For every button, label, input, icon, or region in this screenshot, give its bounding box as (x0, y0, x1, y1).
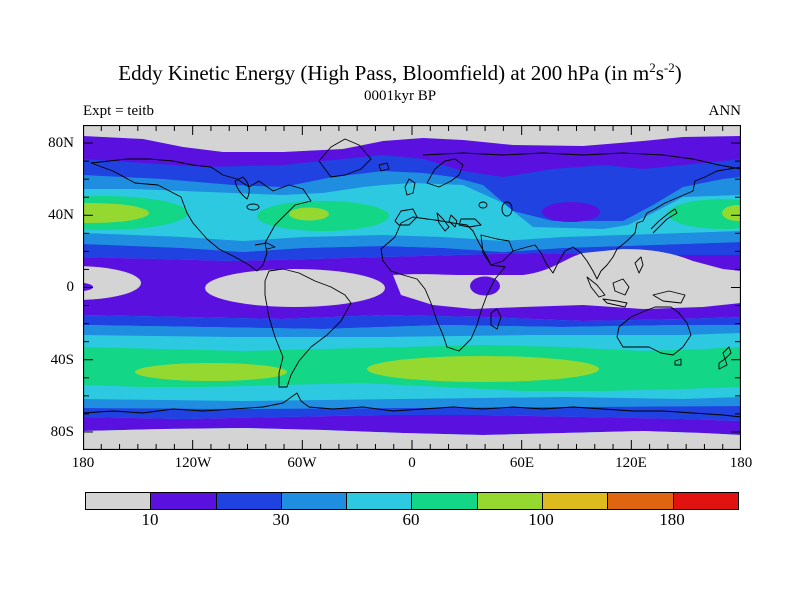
colorbar-cell-0 (86, 493, 151, 509)
lon-label-120e: 120E (615, 455, 647, 471)
lat-label-80n: 80N (48, 135, 74, 151)
title-superscript-minus2: -2 (663, 60, 675, 75)
title-close-paren: ) (674, 61, 682, 85)
title-text: Eddy Kinetic Energy (High Pass, Bloomfie… (118, 61, 650, 85)
map-frame (83, 125, 741, 450)
colorbar-cell-1 (150, 493, 216, 509)
page-title: Eddy Kinetic Energy (High Pass, Bloomfie… (0, 60, 800, 86)
lat-label-0: 0 (66, 279, 75, 295)
lon-label-60w: 60W (287, 455, 317, 471)
colorbar-cell-8 (607, 493, 673, 509)
lon-label-180e: 180 (729, 455, 753, 471)
colorbar-cell-2 (215, 493, 281, 509)
lat-label-40n: 40N (48, 207, 74, 223)
lon-label-0: 0 (408, 455, 416, 471)
experiment-label: Expt = teitb (83, 103, 154, 119)
title-unit-s: s (655, 61, 664, 85)
colorbar-cell-9 (672, 493, 738, 509)
colorbar-cell-5 (411, 493, 477, 509)
lat-label-40s: 40S (50, 352, 74, 368)
colorbar-label-60: 60 (402, 510, 420, 529)
lon-label-120w: 120W (174, 455, 212, 471)
title-superscript-2: 2 (649, 60, 656, 75)
colorbar-label-30: 30 (272, 510, 290, 529)
colorbar-label-180: 180 (659, 510, 685, 529)
colorbar-cell-4 (346, 493, 412, 509)
map-axis-ticks (84, 126, 740, 449)
subtitle-time-label: 0001kyr BP (363, 88, 437, 104)
lon-label-60e: 60E (509, 455, 535, 471)
colorbar-label-10: 10 (141, 510, 159, 529)
colorbar-cell-3 (280, 493, 347, 509)
contour-fill-bands (83, 125, 741, 450)
lat-label-80s: 80S (50, 424, 74, 440)
colorbar-cell-7 (542, 493, 608, 509)
coastlines (83, 138, 741, 418)
season-label: ANN (708, 103, 742, 119)
colorbar-cell-6 (476, 493, 543, 509)
colorbar (85, 492, 739, 510)
world-contour-map (83, 125, 741, 450)
colorbar-label-100: 100 (528, 510, 554, 529)
lon-label-180w: 180 (71, 455, 95, 471)
